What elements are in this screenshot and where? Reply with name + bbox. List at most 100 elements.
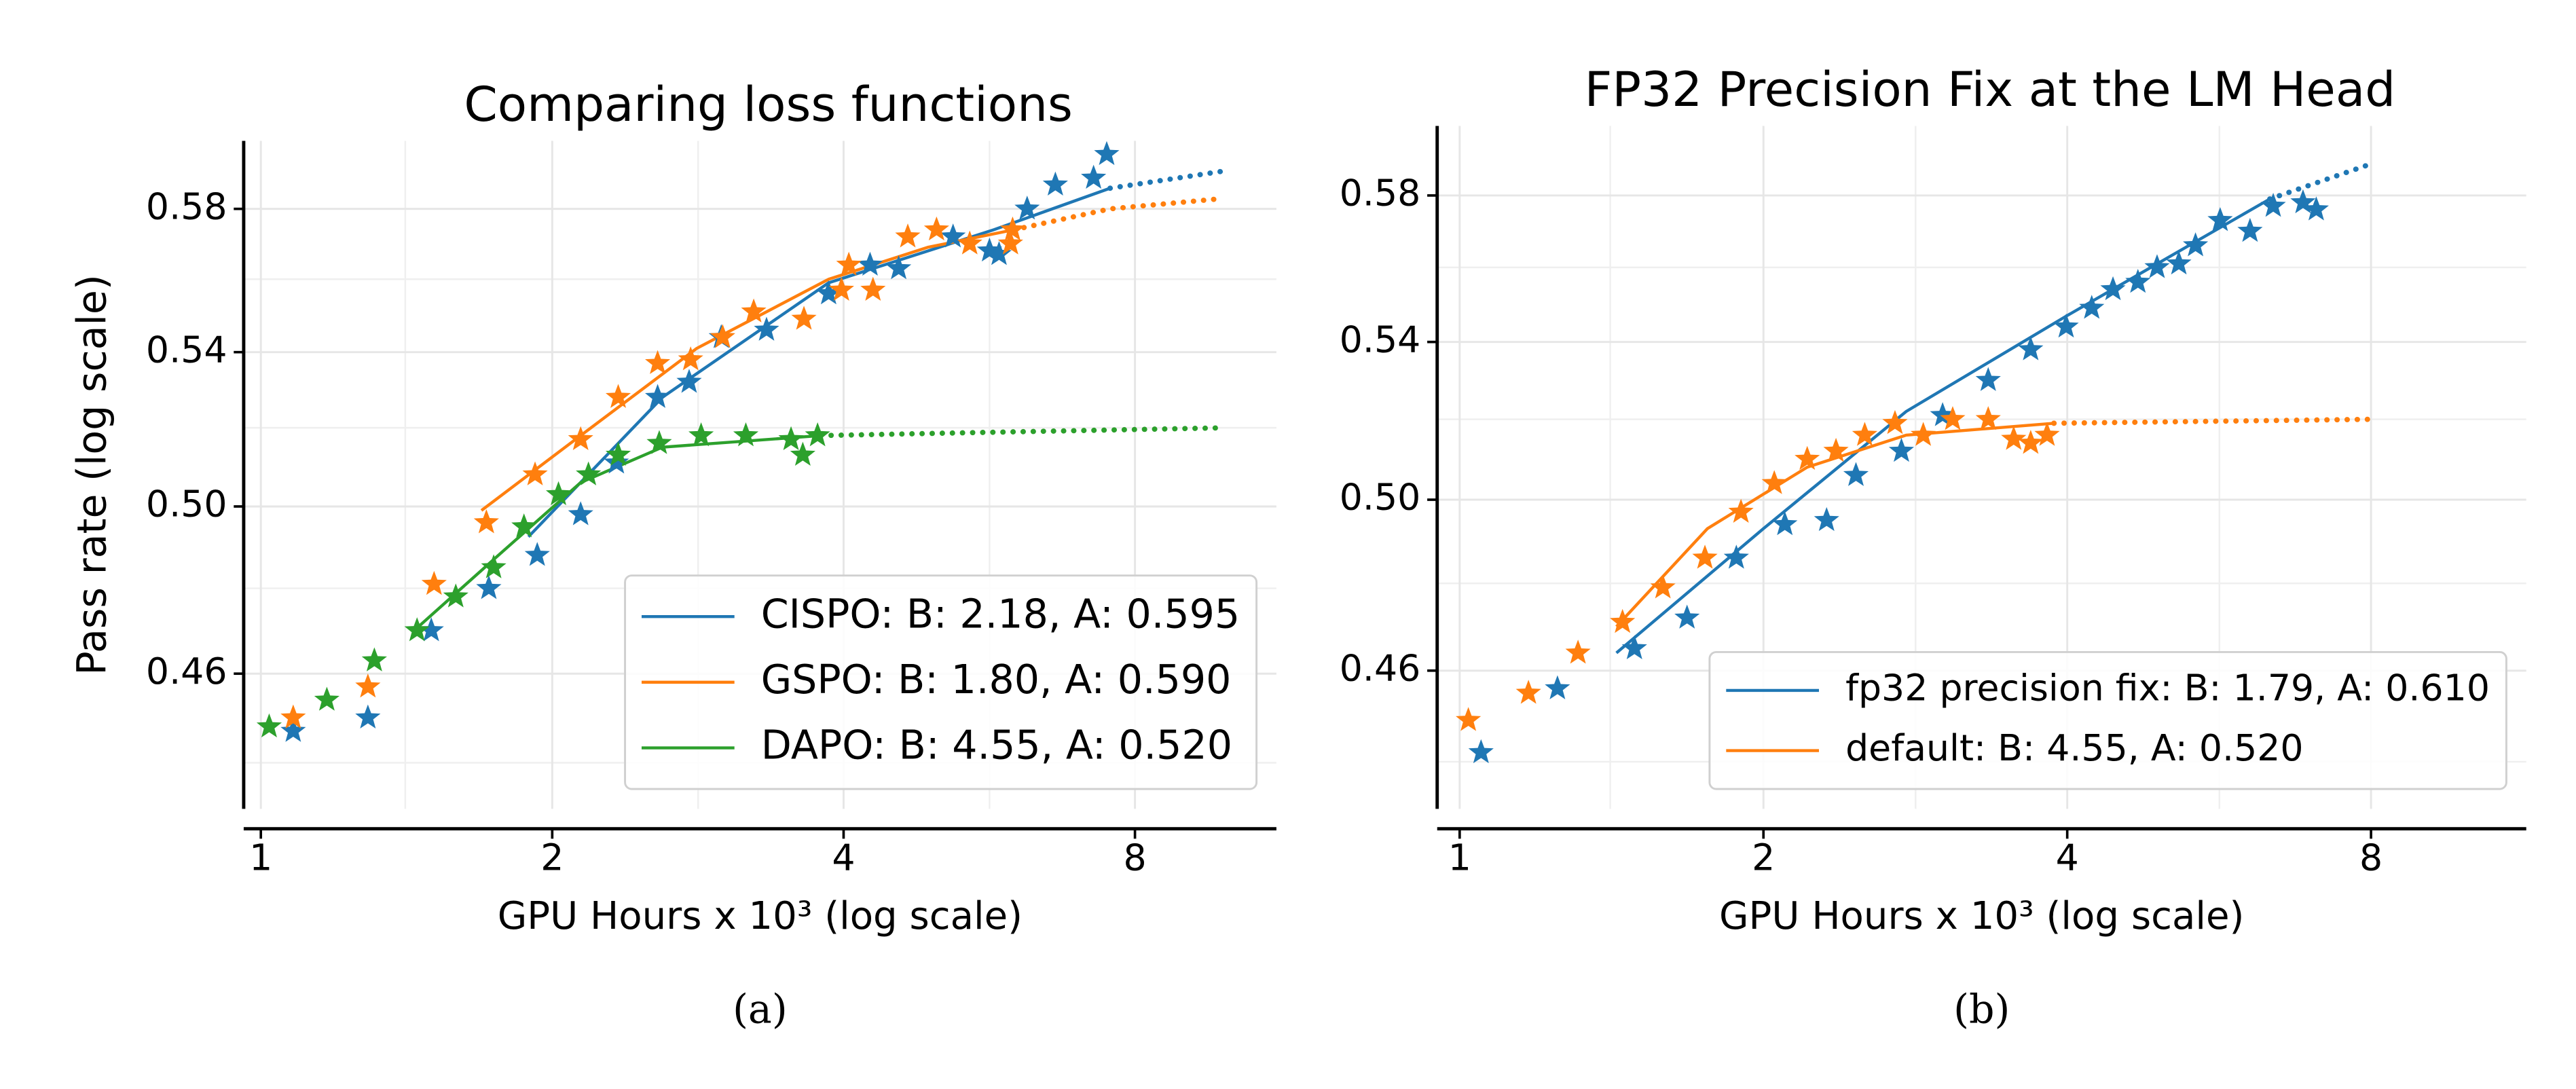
data-point [511, 513, 537, 538]
data-point [2034, 422, 2060, 446]
data-point [1930, 402, 1955, 426]
fit-line [1615, 422, 2055, 628]
data-point [676, 369, 702, 393]
x-tick-label: 2 [540, 836, 564, 879]
fit-line [480, 228, 1014, 512]
caption: (b) [1953, 986, 2010, 1033]
data-point [1468, 739, 1494, 764]
data-point [1761, 470, 1787, 494]
legend-label: default: B: 4.55, A: 0.520 [1845, 726, 2304, 769]
data-point [418, 617, 444, 642]
data-point [443, 583, 468, 608]
data-point [1014, 196, 1040, 220]
data-point [1772, 511, 1798, 536]
caption: (a) [733, 986, 788, 1033]
data-point [421, 570, 447, 595]
data-point [2237, 217, 2263, 242]
data-point [986, 241, 1012, 265]
data-point [1975, 367, 2001, 391]
chart: 1 2 4 8 0.46 0.50 0.54 0.58 fp32 precision fix: … [1340, 61, 2526, 1033]
data-point [522, 461, 548, 485]
data-point [1728, 498, 1754, 523]
data-point [1940, 406, 1966, 430]
data-point [1042, 171, 1068, 196]
legend: fp32 precision fix: B: 1.79, A: 0.610 def… [1708, 650, 2507, 790]
data-point [473, 509, 499, 534]
data-point [1723, 544, 1749, 569]
legend: CISPO: B: 2.18, A: 0.595 GSPO: B: 1.80, A… [624, 574, 1258, 790]
data-point [1650, 574, 1676, 599]
data-point [645, 384, 671, 408]
chart-title: FP32 Precision Fix at the LM Head [1585, 61, 2396, 117]
y-tick-label: 0.46 [146, 650, 227, 693]
legend-label: GSPO: B: 1.80, A: 0.590 [761, 657, 1232, 703]
data-point [836, 251, 862, 276]
data-point [1515, 680, 1541, 704]
data-point [805, 422, 830, 447]
data-point [2079, 295, 2105, 319]
data-point [1610, 608, 1636, 633]
data-point [1094, 141, 1120, 166]
x-axis-label: GPU Hours x 10³ (log scale) [498, 894, 1023, 938]
y-tick-label: 0.54 [1340, 318, 1421, 361]
data-point [976, 237, 1002, 262]
fit-line [413, 434, 822, 632]
legend-box [1708, 650, 2507, 790]
data-point [2183, 232, 2209, 257]
data-point [857, 251, 883, 276]
data-point [2125, 268, 2151, 293]
chart: 1 2 4 8 0.46 0.50 0.54 0.58 CISPO: B: 2.18, A: 0… [69, 76, 1276, 1033]
data-point [605, 384, 631, 408]
data-point [1545, 675, 1570, 699]
data-point [886, 255, 912, 280]
data-point [404, 617, 430, 642]
x-tick-label: 1 [1448, 836, 1471, 879]
data-point [1674, 604, 1700, 629]
data-point [828, 276, 854, 301]
data-point [256, 713, 282, 738]
data-point [1852, 422, 1878, 446]
fit-line [527, 187, 1111, 538]
data-point [733, 422, 759, 447]
y-tick-label: 0.54 [146, 328, 227, 371]
data-point [1795, 445, 1820, 470]
legend-label: DAPO: B: 4.55, A: 0.520 [761, 722, 1232, 769]
data-point [576, 461, 602, 485]
data-point [678, 346, 703, 371]
data-point [1814, 506, 1839, 532]
data-point [791, 306, 817, 330]
data-point [1565, 640, 1591, 664]
extrapolation-line [818, 425, 1226, 439]
y-tick-label: 0.58 [1340, 172, 1421, 215]
data-point [997, 230, 1023, 255]
data-point [2018, 430, 2044, 454]
data-point [645, 350, 671, 374]
data-point [280, 704, 306, 728]
data-point [605, 441, 631, 466]
data-point [1843, 462, 1869, 486]
data-point [754, 316, 779, 341]
y-tick-label: 0.50 [146, 483, 227, 525]
x-tick-label: 8 [2359, 836, 2382, 879]
x-tick-label: 2 [1752, 836, 1775, 879]
data-point [355, 704, 381, 728]
data-point [940, 223, 966, 248]
x-tick-label: 1 [249, 836, 272, 879]
x-axis-label: GPU Hours x 10³ (log scale) [1719, 894, 2244, 938]
data-point [1975, 406, 2001, 430]
data-point [361, 647, 387, 671]
data-point [741, 298, 767, 322]
data-point [999, 216, 1025, 241]
data-point [2001, 426, 2027, 450]
data-point [1911, 422, 1936, 446]
y-tick-label: 0.50 [1340, 476, 1421, 519]
y-tick-label: 0.46 [1340, 646, 1421, 689]
data-point [1692, 544, 1718, 569]
data-point [790, 441, 815, 466]
data-point [646, 430, 672, 454]
extrapolation-line [1011, 196, 1226, 233]
extrapolation-line [2267, 161, 2374, 202]
data-point [2100, 276, 2126, 301]
x-tick-label: 8 [1124, 836, 1147, 879]
fit-line [1615, 198, 2271, 654]
